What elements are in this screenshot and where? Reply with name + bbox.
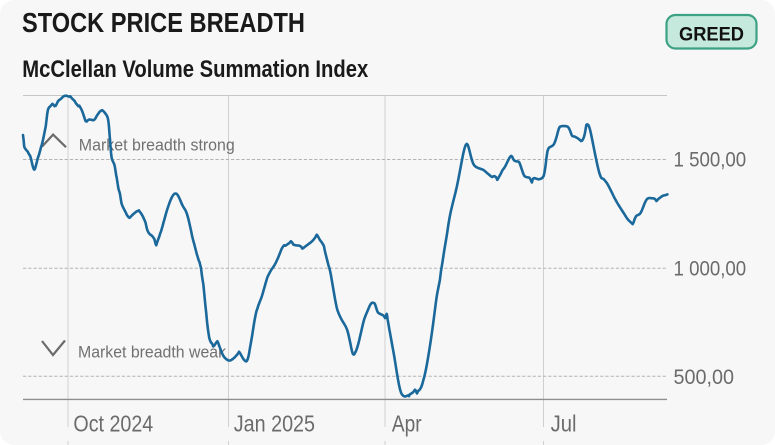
svg-text:Apr: Apr — [392, 410, 422, 436]
svg-text:STOCK PRICE BREADTH: STOCK PRICE BREADTH — [22, 7, 305, 38]
svg-text:1 500,00: 1 500,00 — [674, 148, 747, 171]
svg-text:GREED: GREED — [679, 24, 744, 46]
svg-text:Market breadth weak: Market breadth weak — [78, 343, 226, 362]
svg-text:1 000,00: 1 000,00 — [674, 258, 747, 281]
svg-text:500,00: 500,00 — [674, 366, 735, 389]
svg-text:Oct 2024: Oct 2024 — [73, 410, 153, 436]
svg-text:McClellan Volume Summation Ind: McClellan Volume Summation Index — [22, 56, 369, 83]
svg-text:Jul: Jul — [551, 410, 577, 436]
svg-text:Market breadth strong: Market breadth strong — [79, 136, 235, 155]
svg-text:Jan 2025: Jan 2025 — [234, 410, 315, 436]
